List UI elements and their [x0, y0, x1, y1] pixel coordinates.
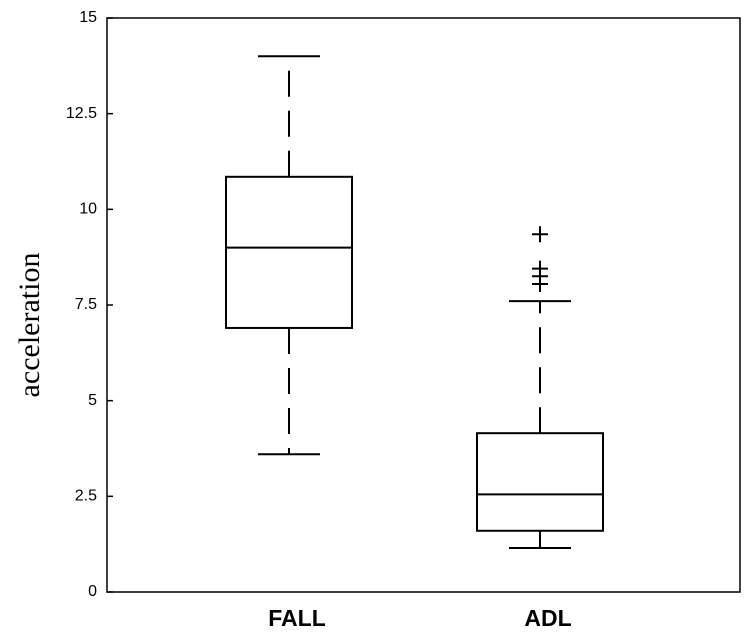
y-tick-label: 5: [88, 392, 97, 409]
x-tick-label: FALL: [268, 605, 326, 631]
outlier: [532, 275, 548, 292]
y-tick-label: 7.5: [75, 296, 97, 313]
box: [476, 432, 604, 532]
outlier: [532, 226, 548, 243]
x-tick-label: ADL: [524, 605, 571, 631]
y-tick-label: 0: [88, 583, 97, 600]
plot-frame: [106, 17, 741, 593]
y-tick-label: 10: [79, 201, 97, 218]
box: [225, 175, 353, 329]
y-tick-label: 12.5: [66, 105, 97, 122]
y-tick-label: 2.5: [75, 488, 97, 505]
y-tick-label: 15: [79, 9, 97, 26]
y-axis-label: acceleration: [13, 253, 46, 398]
